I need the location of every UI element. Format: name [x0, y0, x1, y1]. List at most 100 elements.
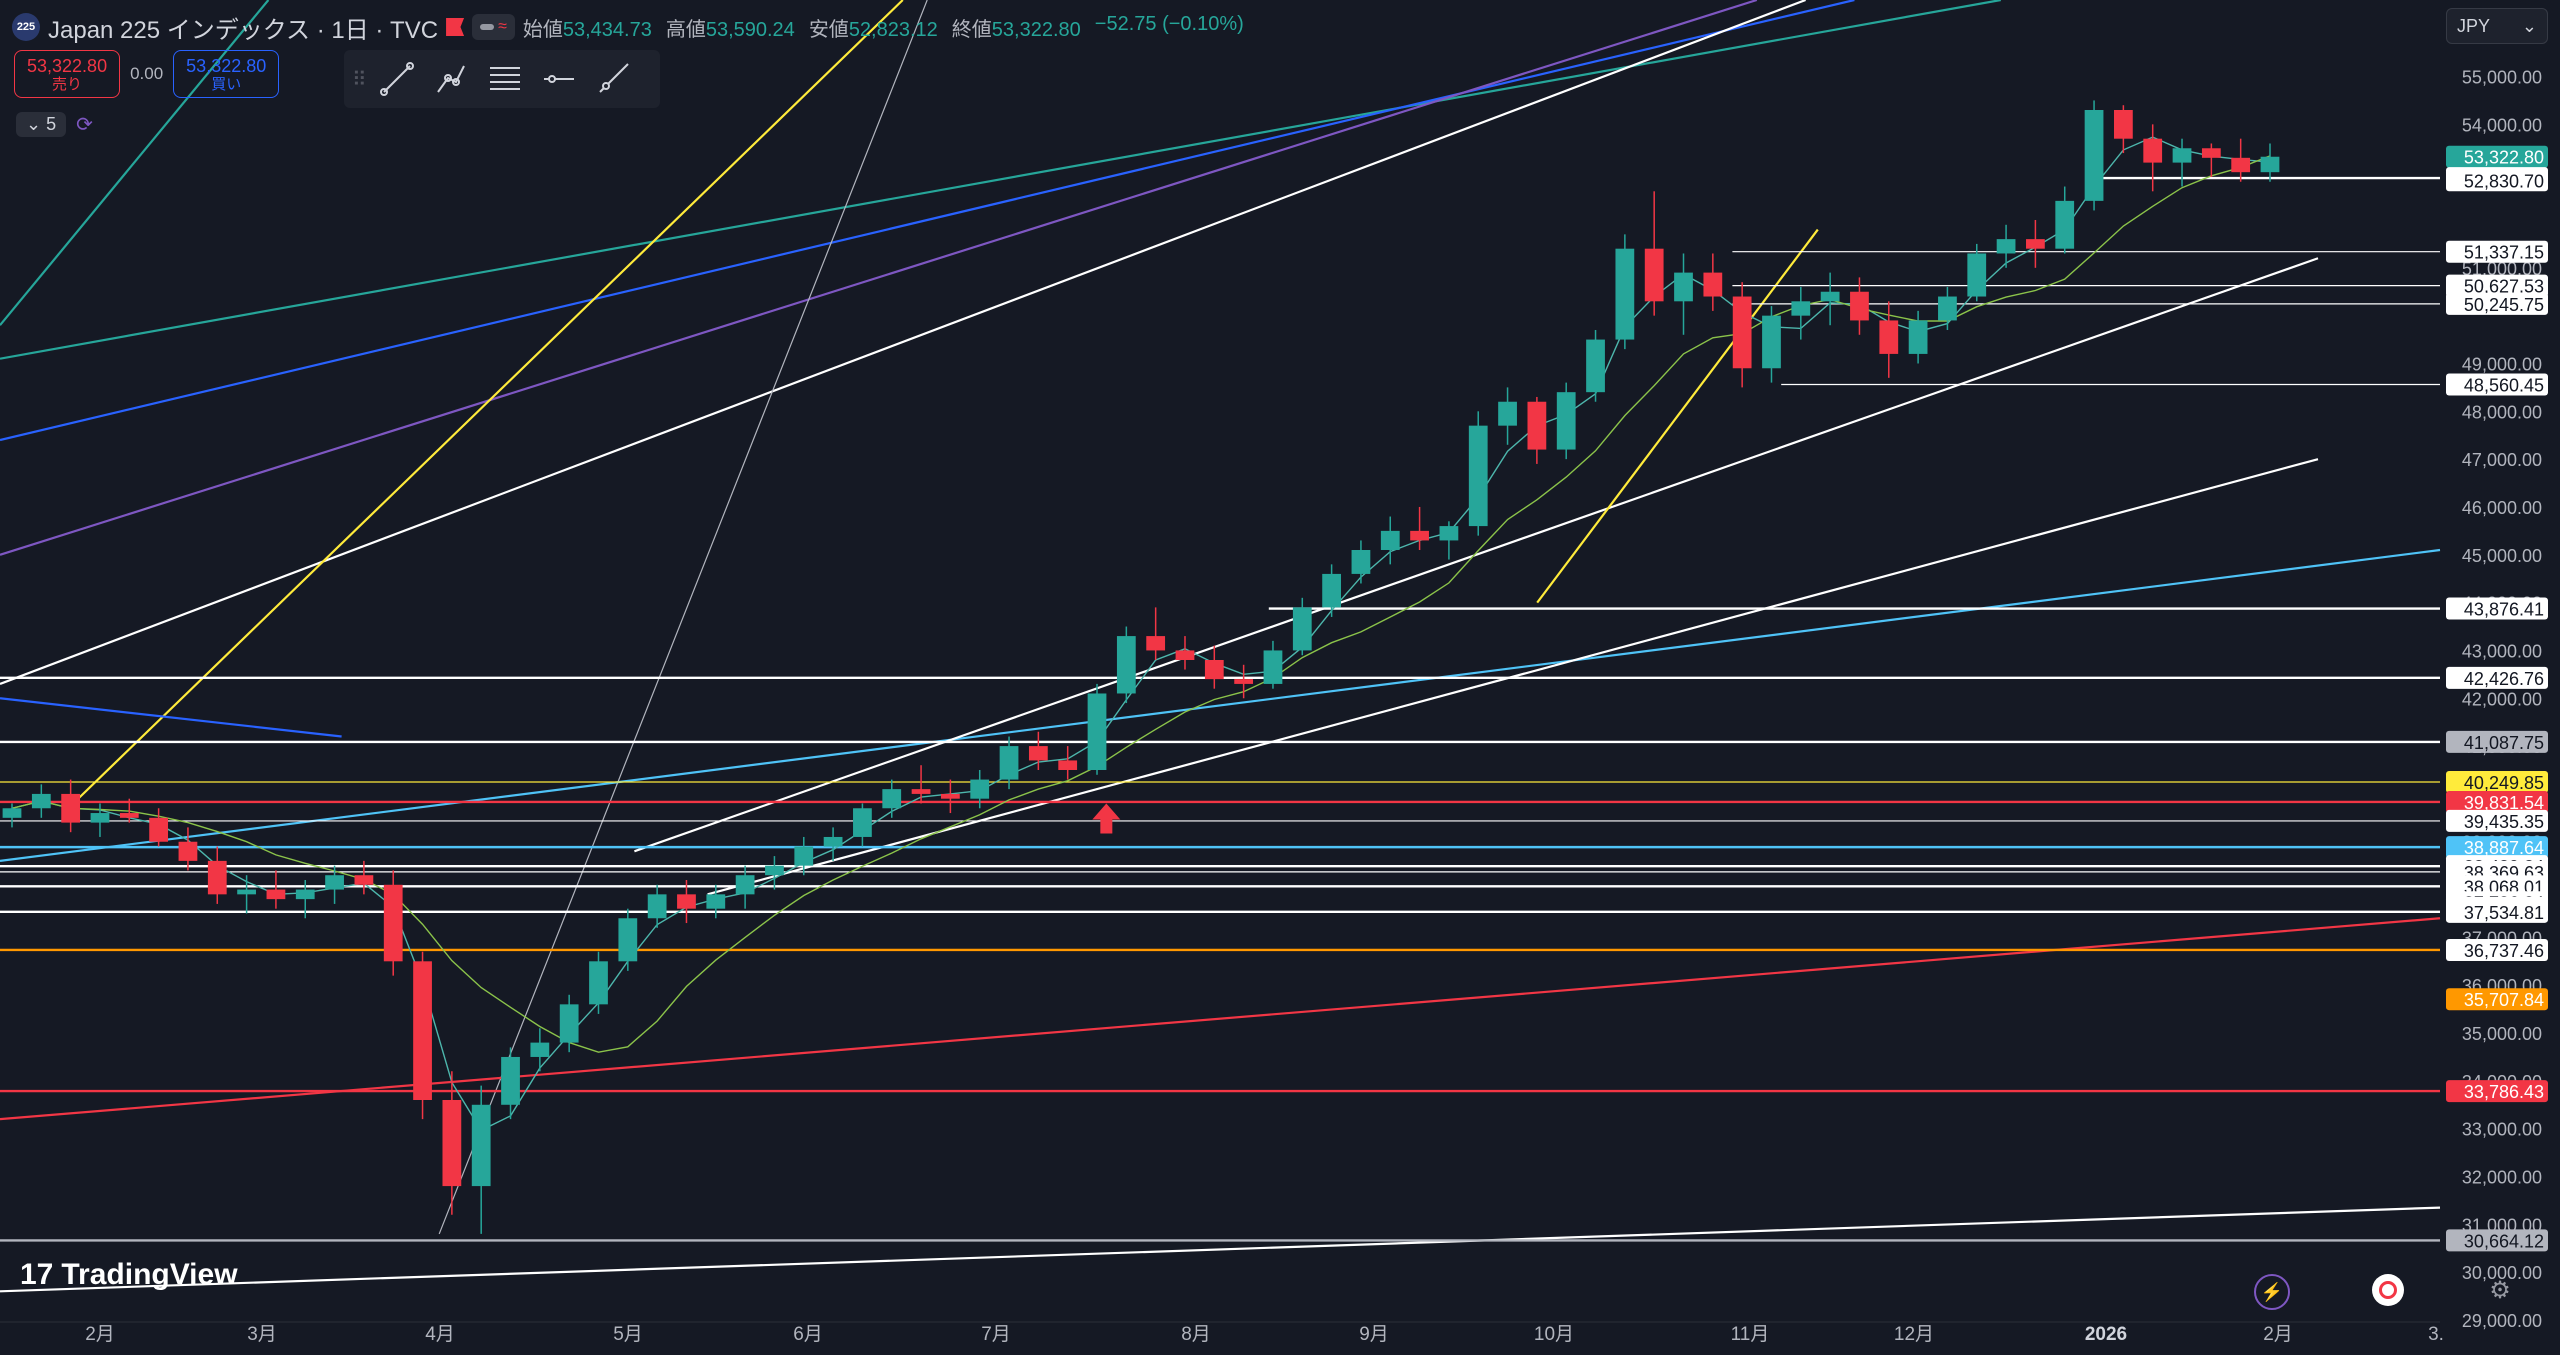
logo-text: TradingView	[61, 1258, 238, 1291]
candle-body	[618, 918, 638, 962]
price-label-box[interactable]	[2446, 790, 2548, 813]
price-label-box[interactable]	[2446, 1229, 2548, 1252]
drag-handle-icon[interactable]: ⠿	[352, 68, 367, 91]
trend-line[interactable]	[72, 0, 904, 805]
spread-value: 0.00	[130, 64, 164, 83]
path-icon[interactable]	[427, 55, 475, 103]
price-label-box[interactable]	[2446, 900, 2548, 923]
price-label-box[interactable]	[2446, 836, 2548, 859]
candle-body	[31, 793, 51, 809]
trend-line[interactable]	[438, 0, 928, 1235]
moving-average-line	[11, 155, 2271, 1053]
candle-body	[1879, 320, 1899, 354]
candle-body	[1292, 607, 1312, 651]
record-icon[interactable]	[2372, 1274, 2404, 1306]
chevron-down-icon: ⌄	[2521, 15, 2537, 36]
ray-icon[interactable]	[589, 55, 637, 103]
price-label-box[interactable]	[2446, 730, 2548, 753]
candle-body	[1322, 573, 1341, 608]
price-tick-label: 29,000.00	[2462, 1311, 2542, 1331]
price-label-box[interactable]	[2446, 240, 2548, 263]
refresh-icon[interactable]: ⟳	[76, 114, 93, 136]
candle-body	[413, 961, 432, 1100]
trend-line[interactable]	[0, 548, 2441, 862]
trend-line[interactable]	[0, 0, 270, 326]
price-tick-label: 49,000.00	[2462, 354, 2542, 374]
candle-body	[1938, 296, 1957, 321]
candle-body	[1028, 746, 1048, 761]
price-axis[interactable]: 56,000.0055,000.0054,000.0053,000.0051,0…	[2446, 20, 2548, 1331]
price-label-text: 35,707.84	[2464, 990, 2544, 1010]
bolt-icon[interactable]: ⚡	[2254, 1274, 2290, 1310]
price-label-text: 30,664.12	[2464, 1231, 2544, 1251]
trend-line[interactable]	[0, 0, 1758, 556]
trend-line[interactable]	[1536, 228, 1819, 604]
symbol-badge[interactable]: 225	[12, 13, 40, 41]
candle-body	[2084, 110, 2104, 201]
candle-body	[882, 789, 902, 809]
price-label-box[interactable]	[2446, 666, 2548, 689]
price-label-text: 36,737.46	[2464, 941, 2544, 961]
candle-body	[2026, 239, 2045, 249]
candle-body	[706, 894, 726, 909]
time-tick-label: 2月	[2263, 1324, 2293, 1345]
trade-panel: 53,322.80 売り 0.00 53,322.80 買い	[14, 50, 280, 98]
candle-body	[970, 779, 990, 799]
price-label-box[interactable]	[2446, 938, 2548, 961]
horizontal-lines[interactable]	[0, 176, 2440, 1242]
price-label-box[interactable]	[2446, 373, 2548, 396]
price-label-text: 51,337.15	[2464, 243, 2544, 263]
price-label-box[interactable]	[2446, 809, 2548, 832]
indicator-toggle: ⌄ 5 ⟳	[16, 112, 93, 137]
fib-icon[interactable]	[481, 55, 529, 103]
price-label-box[interactable]	[2446, 169, 2548, 192]
price-tick-label: 32,000.00	[2462, 1168, 2542, 1188]
trend-line[interactable]	[0, 917, 2441, 1121]
trend-line[interactable]	[0, 1206, 2441, 1293]
wave-icon: ≈	[498, 18, 507, 35]
price-label-box[interactable]	[2446, 1080, 2548, 1103]
candle-body	[119, 813, 139, 818]
trendline-icon[interactable]	[373, 55, 421, 103]
hline-icon[interactable]	[535, 55, 583, 103]
price-label-box[interactable]	[2446, 770, 2548, 793]
indicator-count-button[interactable]: ⌄ 5	[16, 112, 67, 137]
high-value: 53,590.24	[705, 18, 795, 41]
time-tick-label: 2026	[2085, 1324, 2127, 1345]
trend-lines[interactable]	[0, 0, 2441, 1293]
flag-icon[interactable]	[446, 18, 465, 36]
candle-body	[354, 875, 374, 885]
visibility-toggle[interactable]: ≈	[472, 14, 515, 40]
trend-line[interactable]	[0, 0, 1855, 442]
candle-body	[941, 793, 960, 799]
price-label-box[interactable]	[2446, 988, 2548, 1011]
sell-button[interactable]: 53,322.80 売り	[14, 50, 121, 98]
currency-select[interactable]: JPY ⌄	[2446, 8, 2548, 44]
price-label-box[interactable]	[2446, 274, 2548, 297]
candle-body	[1410, 530, 1429, 541]
candle-body	[61, 793, 81, 823]
candle-body	[90, 813, 110, 823]
candle-body	[442, 1100, 462, 1187]
trend-line[interactable]	[0, 0, 2001, 360]
price-label-box[interactable]	[2446, 292, 2548, 315]
candles	[2, 100, 2280, 1234]
trend-line[interactable]	[0, 0, 1806, 685]
buy-button[interactable]: 53,322.80 買い	[173, 50, 280, 98]
trend-line[interactable]	[634, 257, 2319, 853]
price-tick-label: 51,000.00	[2462, 259, 2542, 279]
time-tick-label: 11月	[1731, 1324, 1770, 1345]
time-axis[interactable]: 2月 3月 4月 5月 6月 7月 8月 9月 10月 11月 12月 2026 2月 3.	[0, 1321, 2444, 1345]
price-tick-label: 48,000.00	[2462, 402, 2542, 422]
candle-body	[559, 1004, 579, 1043]
candle-body	[1615, 248, 1635, 340]
symbol-title[interactable]: Japan 225 インデックス · 1日 · TVC	[48, 16, 439, 44]
price-label-box[interactable]	[2446, 597, 2548, 620]
candle-body	[1908, 320, 1928, 354]
price-label-text: 40,249.85	[2464, 773, 2544, 793]
candle-body	[1380, 530, 1400, 550]
settings-icon[interactable]: ⚙	[2489, 1276, 2511, 1304]
trend-line[interactable]	[0, 697, 342, 738]
price-label-box[interactable]	[2446, 145, 2548, 168]
